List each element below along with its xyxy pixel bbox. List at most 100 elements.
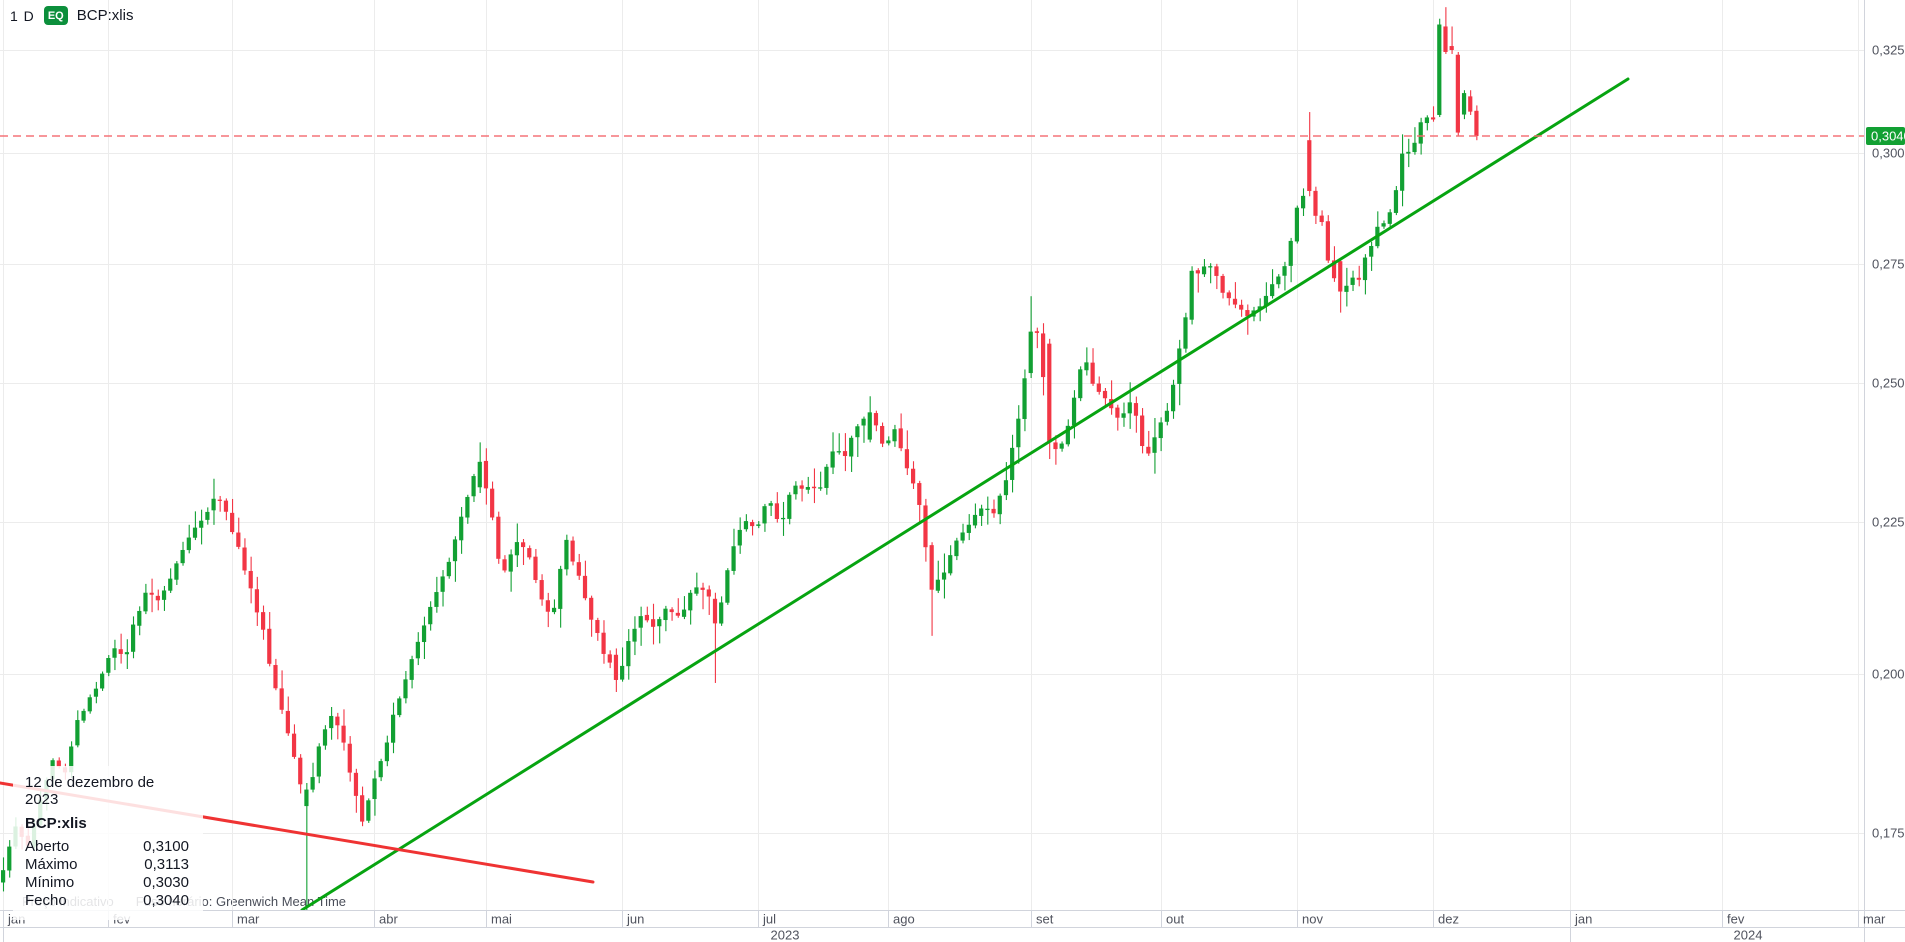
candle[interactable] <box>1041 333 1046 378</box>
candle[interactable] <box>285 710 290 734</box>
candle[interactable] <box>459 516 464 541</box>
candle[interactable] <box>1263 295 1269 307</box>
candle[interactable] <box>620 665 625 680</box>
candle[interactable] <box>329 715 334 729</box>
candle[interactable] <box>298 757 303 785</box>
candle[interactable] <box>1152 437 1157 453</box>
candle[interactable] <box>743 521 749 530</box>
candle[interactable] <box>824 466 829 488</box>
timeframe-button[interactable]: 1 D <box>10 7 35 24</box>
candle[interactable] <box>174 563 179 580</box>
candle[interactable] <box>1133 403 1139 416</box>
candle[interactable] <box>601 632 606 654</box>
candle[interactable] <box>830 451 835 468</box>
candle[interactable] <box>886 440 891 444</box>
candle[interactable] <box>521 542 526 548</box>
candle[interactable] <box>291 733 297 757</box>
candle[interactable] <box>409 659 414 680</box>
candle[interactable] <box>415 641 420 659</box>
candle[interactable] <box>657 619 662 627</box>
candle[interactable] <box>353 772 359 796</box>
candle[interactable] <box>69 746 74 773</box>
candle[interactable] <box>1294 207 1300 242</box>
candle[interactable] <box>1115 407 1120 418</box>
candle[interactable] <box>985 508 990 511</box>
candle[interactable] <box>756 524 761 526</box>
candle[interactable] <box>1331 260 1337 279</box>
candle[interactable] <box>1245 310 1250 317</box>
candle[interactable] <box>663 608 668 621</box>
candle[interactable] <box>1195 270 1200 274</box>
candle[interactable] <box>267 628 272 664</box>
candle[interactable] <box>762 506 767 524</box>
candle[interactable] <box>1381 223 1386 227</box>
candle[interactable] <box>56 760 61 767</box>
candle[interactable] <box>991 508 996 514</box>
candle[interactable] <box>316 746 321 777</box>
candle[interactable] <box>1201 266 1207 275</box>
candle[interactable] <box>911 468 916 484</box>
candle[interactable] <box>917 483 922 505</box>
candle[interactable] <box>446 561 451 577</box>
candle[interactable] <box>849 437 854 457</box>
candle[interactable] <box>811 486 817 489</box>
candle[interactable] <box>1276 276 1281 285</box>
candle[interactable] <box>131 624 136 652</box>
candle[interactable] <box>93 688 99 697</box>
candle[interactable] <box>514 542 520 556</box>
candle[interactable] <box>725 570 730 603</box>
candle[interactable] <box>954 540 959 557</box>
candle[interactable] <box>273 665 278 689</box>
candle[interactable] <box>1232 298 1238 305</box>
candle[interactable] <box>452 539 458 562</box>
candle[interactable] <box>731 546 736 571</box>
candle[interactable] <box>1387 212 1392 224</box>
candle[interactable] <box>1146 446 1151 454</box>
candle[interactable] <box>898 428 903 449</box>
candle[interactable] <box>341 725 346 743</box>
candle[interactable] <box>223 500 229 512</box>
candle[interactable] <box>7 846 12 871</box>
candle[interactable] <box>564 539 569 570</box>
candle[interactable] <box>539 580 544 600</box>
candle[interactable] <box>1096 383 1101 392</box>
candle[interactable] <box>347 743 352 773</box>
candle[interactable] <box>558 568 563 609</box>
candle[interactable] <box>768 503 773 506</box>
candle[interactable] <box>1325 221 1330 261</box>
candle[interactable] <box>904 449 910 469</box>
candle[interactable] <box>124 652 130 655</box>
candle[interactable] <box>1034 331 1040 333</box>
candle[interactable] <box>211 498 216 511</box>
candle[interactable] <box>1164 410 1170 422</box>
candle[interactable] <box>805 486 810 490</box>
candle[interactable] <box>1047 343 1052 443</box>
candle[interactable] <box>712 598 718 624</box>
candle[interactable] <box>997 495 1002 515</box>
candle[interactable] <box>310 777 315 790</box>
candle[interactable] <box>366 800 371 821</box>
candle[interactable] <box>149 592 154 595</box>
candle[interactable] <box>632 628 637 642</box>
candle[interactable] <box>254 589 260 613</box>
candle[interactable] <box>428 606 433 625</box>
candle[interactable] <box>1270 284 1275 297</box>
candle[interactable] <box>694 587 699 594</box>
candle[interactable] <box>1226 292 1231 299</box>
candle[interactable] <box>1344 285 1349 292</box>
candle[interactable] <box>118 649 123 654</box>
candle[interactable] <box>1431 117 1436 120</box>
candle[interactable] <box>75 720 80 746</box>
candles[interactable] <box>1 7 1479 918</box>
candle[interactable] <box>1369 245 1374 257</box>
candle[interactable] <box>1455 54 1460 133</box>
candle[interactable] <box>1393 190 1399 213</box>
candle[interactable] <box>935 579 940 591</box>
candle[interactable] <box>1102 390 1108 399</box>
candle[interactable] <box>502 559 507 571</box>
candle[interactable] <box>613 654 619 680</box>
candle[interactable] <box>236 532 241 547</box>
candle[interactable] <box>335 716 340 726</box>
